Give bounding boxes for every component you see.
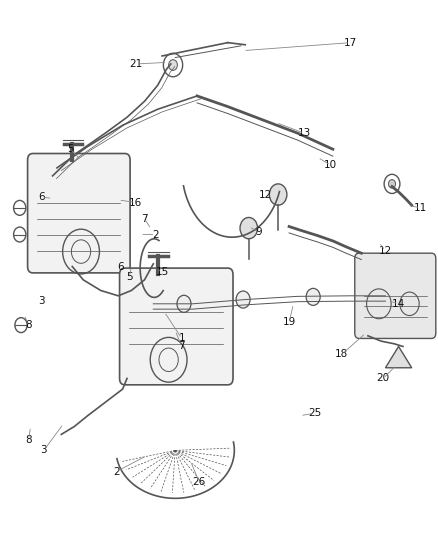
Circle shape xyxy=(169,60,177,70)
Circle shape xyxy=(389,180,396,188)
Text: 12: 12 xyxy=(258,190,272,199)
Text: 3: 3 xyxy=(40,446,47,455)
Text: 14: 14 xyxy=(392,299,405,309)
Text: 2: 2 xyxy=(152,230,159,239)
Text: 7: 7 xyxy=(178,342,185,351)
Text: 11: 11 xyxy=(414,203,427,213)
Polygon shape xyxy=(385,346,412,368)
Text: 8: 8 xyxy=(25,320,32,330)
Text: 6: 6 xyxy=(38,192,45,202)
Circle shape xyxy=(177,295,191,312)
Text: 10: 10 xyxy=(324,160,337,170)
FancyBboxPatch shape xyxy=(355,253,436,338)
Text: 25: 25 xyxy=(309,408,322,418)
Text: 7: 7 xyxy=(141,214,148,223)
Text: 19: 19 xyxy=(283,318,296,327)
Text: 8: 8 xyxy=(25,435,32,445)
Text: 12: 12 xyxy=(379,246,392,255)
Text: 20: 20 xyxy=(377,374,390,383)
Circle shape xyxy=(236,291,250,308)
Text: 16: 16 xyxy=(129,198,142,207)
Text: 9: 9 xyxy=(255,227,262,237)
Circle shape xyxy=(269,184,287,205)
Text: 21: 21 xyxy=(129,59,142,69)
Text: 18: 18 xyxy=(335,350,348,359)
Circle shape xyxy=(240,217,258,239)
Text: 2: 2 xyxy=(113,467,120,477)
FancyBboxPatch shape xyxy=(120,268,233,385)
Text: 3: 3 xyxy=(38,296,45,306)
Text: 5: 5 xyxy=(126,272,133,282)
Text: 26: 26 xyxy=(193,478,206,487)
Text: 13: 13 xyxy=(298,128,311,138)
Circle shape xyxy=(306,288,320,305)
Text: 17: 17 xyxy=(344,38,357,47)
Text: 6: 6 xyxy=(117,262,124,271)
FancyBboxPatch shape xyxy=(28,154,130,273)
Text: 5: 5 xyxy=(67,144,74,154)
Text: 1: 1 xyxy=(178,334,185,343)
Text: 15: 15 xyxy=(155,267,169,277)
